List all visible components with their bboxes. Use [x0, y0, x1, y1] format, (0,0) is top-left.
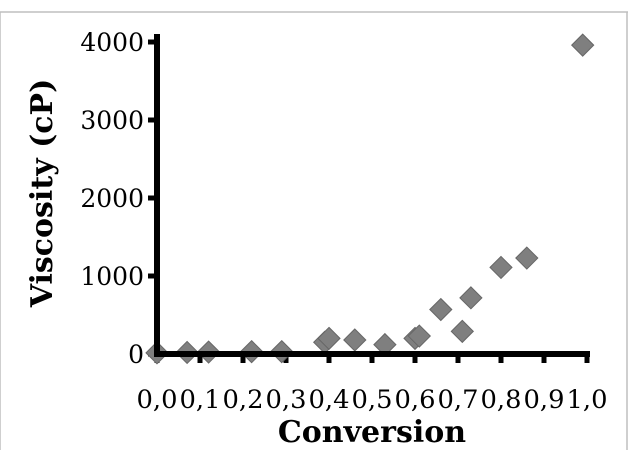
x-axis-title: Conversion — [278, 415, 466, 450]
y-axis-ticks: 0 1000 2000 3000 4000 — [80, 28, 157, 369]
x-tick-label: 1,0 — [567, 385, 608, 414]
data-points — [145, 33, 595, 365]
y-tick-label: 2000 — [80, 184, 144, 213]
data-point — [570, 33, 595, 57]
y-tick-label: 3000 — [80, 106, 144, 135]
data-point — [489, 255, 513, 280]
x-tick-label: 0,4 — [309, 385, 350, 414]
data-point — [450, 319, 475, 344]
x-tick-label: 0,0 — [137, 385, 178, 414]
x-tick-label: 0,8 — [481, 385, 522, 414]
x-tick-label: 0,3 — [266, 385, 307, 414]
data-point — [515, 246, 539, 270]
outer-border — [0, 11, 628, 450]
x-axis-ticks: 0,0 0,1 0,2 0,3 0,4 0,5 0,6 0,7 0,8 0,9 1,0 — [137, 354, 608, 414]
data-point — [317, 326, 341, 351]
data-point — [459, 286, 483, 310]
x-tick-label: 0,2 — [223, 385, 264, 414]
x-tick-label: 0,7 — [438, 385, 479, 414]
y-axis-title: Viscosity (cP) — [25, 79, 60, 309]
data-point — [343, 328, 367, 352]
x-tick-label: 0,6 — [395, 385, 436, 414]
y-tick-label: 4000 — [80, 28, 144, 57]
x-tick-label: 0,5 — [352, 385, 393, 414]
y-tick-label: 1000 — [80, 262, 144, 291]
x-tick-label: 0,9 — [524, 385, 565, 414]
data-point — [429, 297, 453, 322]
data-point — [407, 324, 432, 348]
y-tick-label: 0 — [128, 340, 144, 369]
x-tick-label: 0,1 — [180, 385, 221, 414]
